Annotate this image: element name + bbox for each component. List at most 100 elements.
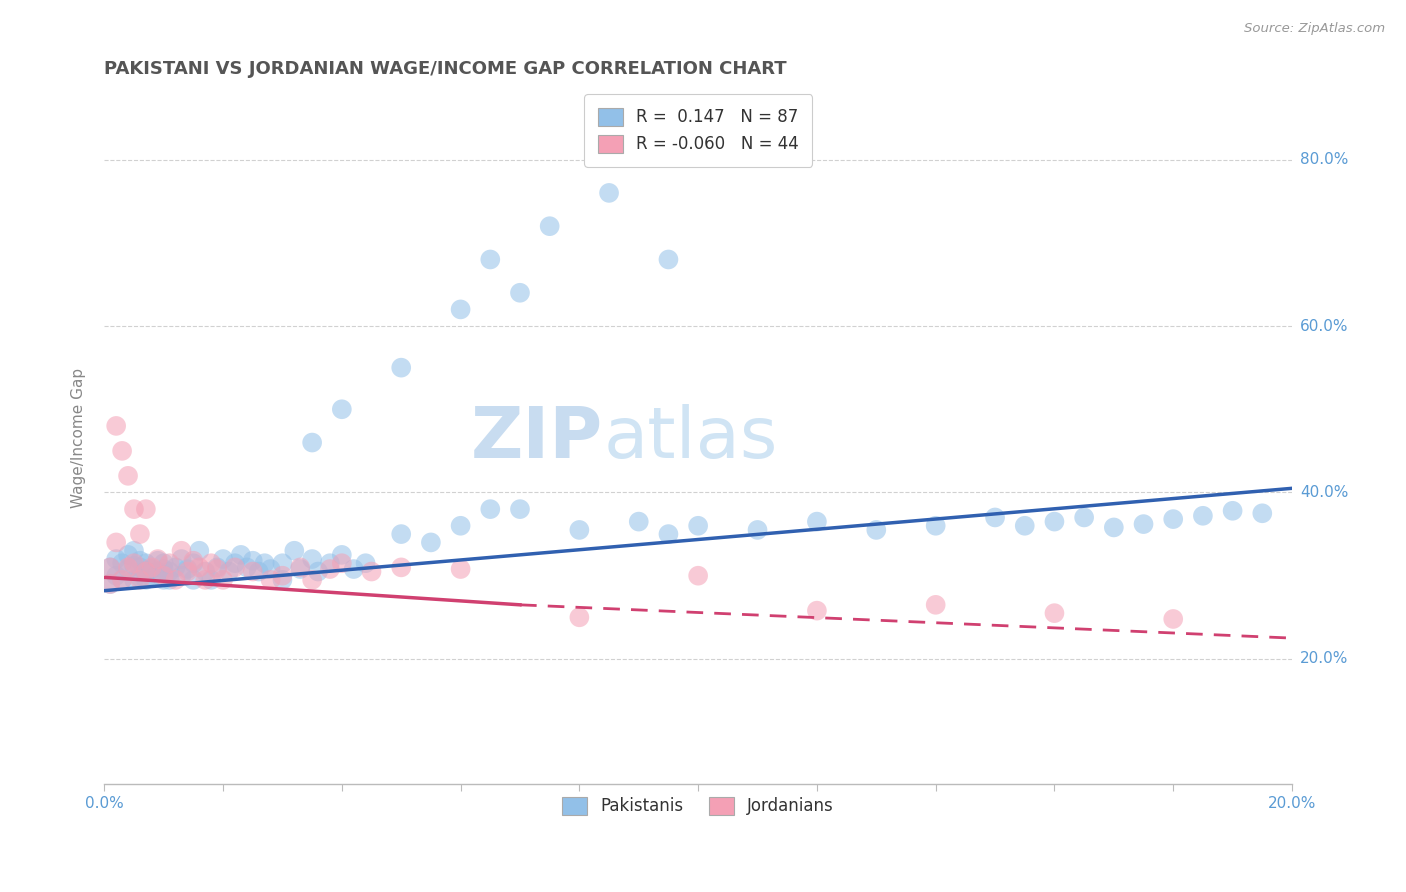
Point <box>229 548 252 562</box>
Point <box>259 573 281 587</box>
Point <box>509 502 531 516</box>
Point <box>924 518 946 533</box>
Point <box>242 565 264 579</box>
Legend: Pakistanis, Jordanians: Pakistanis, Jordanians <box>554 789 842 823</box>
Point <box>330 556 353 570</box>
Point <box>105 552 128 566</box>
Point <box>98 560 121 574</box>
Point <box>129 573 152 587</box>
Point <box>450 302 472 317</box>
Point <box>1222 504 1244 518</box>
Point <box>98 577 121 591</box>
Point <box>865 523 887 537</box>
Point <box>450 518 472 533</box>
Point <box>319 562 342 576</box>
Point <box>183 573 205 587</box>
Point <box>479 502 502 516</box>
Point <box>389 560 412 574</box>
Point <box>183 554 205 568</box>
Point <box>98 577 121 591</box>
Point <box>135 565 157 579</box>
Point <box>330 402 353 417</box>
Point <box>105 568 128 582</box>
Point <box>117 560 139 574</box>
Text: 40.0%: 40.0% <box>1301 485 1348 500</box>
Point <box>141 560 163 574</box>
Point <box>688 518 710 533</box>
Point <box>170 568 193 582</box>
Point <box>146 554 169 568</box>
Point <box>598 186 620 200</box>
Point <box>176 562 198 576</box>
Text: PAKISTANI VS JORDANIAN WAGE/INCOME GAP CORRELATION CHART: PAKISTANI VS JORDANIAN WAGE/INCOME GAP C… <box>104 60 787 78</box>
Point <box>1132 517 1154 532</box>
Text: atlas: atlas <box>603 404 778 473</box>
Text: 60.0%: 60.0% <box>1301 318 1348 334</box>
Point <box>290 560 312 574</box>
Point <box>122 502 145 516</box>
Point <box>105 535 128 549</box>
Point <box>146 565 169 579</box>
Point <box>205 560 228 574</box>
Point <box>259 562 281 576</box>
Point <box>747 523 769 537</box>
Point <box>135 502 157 516</box>
Point <box>283 543 305 558</box>
Point <box>122 543 145 558</box>
Point <box>271 573 294 587</box>
Point <box>141 570 163 584</box>
Point <box>330 548 353 562</box>
Point <box>1043 515 1066 529</box>
Point <box>224 560 246 574</box>
Text: 80.0%: 80.0% <box>1301 153 1348 167</box>
Point <box>806 604 828 618</box>
Point <box>224 556 246 570</box>
Point <box>253 556 276 570</box>
Point <box>301 573 323 587</box>
Point <box>212 573 235 587</box>
Point <box>117 468 139 483</box>
Point <box>129 527 152 541</box>
Point <box>538 219 561 234</box>
Point <box>389 527 412 541</box>
Point <box>360 565 382 579</box>
Point <box>188 560 211 574</box>
Point <box>117 562 139 576</box>
Point <box>1192 508 1215 523</box>
Point <box>247 565 270 579</box>
Point <box>122 558 145 573</box>
Point <box>194 573 217 587</box>
Point <box>159 573 181 587</box>
Point <box>111 573 134 587</box>
Point <box>236 560 259 574</box>
Point <box>170 552 193 566</box>
Point <box>170 543 193 558</box>
Point <box>129 560 152 574</box>
Point <box>479 252 502 267</box>
Point <box>627 515 650 529</box>
Point <box>159 565 181 579</box>
Point <box>1073 510 1095 524</box>
Point <box>688 568 710 582</box>
Point <box>568 523 591 537</box>
Point <box>135 565 157 579</box>
Point <box>129 570 152 584</box>
Point <box>152 562 174 576</box>
Point <box>657 252 679 267</box>
Point <box>307 565 329 579</box>
Point <box>301 552 323 566</box>
Point <box>984 510 1007 524</box>
Point <box>152 573 174 587</box>
Y-axis label: Wage/Income Gap: Wage/Income Gap <box>72 368 86 508</box>
Point <box>218 565 240 579</box>
Point <box>200 556 222 570</box>
Point <box>924 598 946 612</box>
Point <box>176 565 198 579</box>
Point <box>1161 612 1184 626</box>
Point <box>1043 606 1066 620</box>
Point <box>194 565 217 579</box>
Point <box>111 556 134 570</box>
Point <box>152 556 174 570</box>
Point <box>568 610 591 624</box>
Point <box>135 556 157 570</box>
